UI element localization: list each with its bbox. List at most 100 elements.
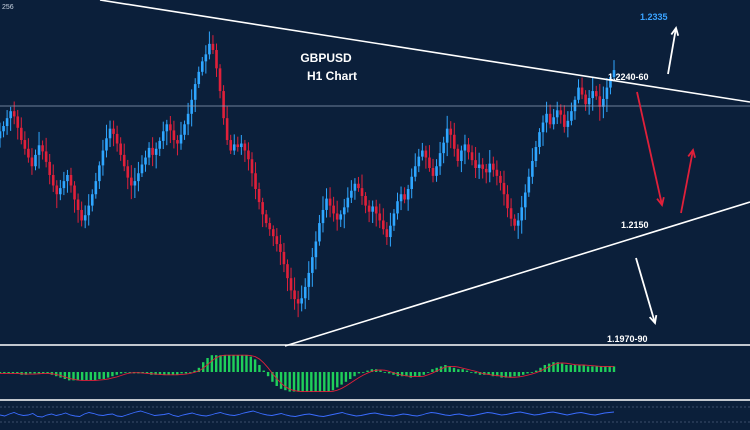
candle-body [48,161,51,175]
macd-bar [240,355,244,372]
candle-body [59,188,62,195]
macd-bar [530,372,534,373]
candle-body [254,173,257,189]
candle-body [321,209,325,224]
level-label: 1.2240-60 [608,72,649,82]
macd-bar [29,372,32,374]
macd-bar [582,365,585,372]
candle-body [169,124,172,131]
macd-bar [193,370,196,372]
candle-body [62,181,66,189]
candle-body [307,272,311,287]
candle-body [559,110,563,115]
macd-bar [202,362,205,372]
candle-body [112,128,115,134]
candle-body [463,144,467,151]
candle-body [76,199,80,210]
candle-body [9,111,12,119]
macd-bar [158,372,162,375]
candle-body [165,124,169,132]
macd-bar [197,367,201,372]
macd-bar [357,372,361,374]
macd-bar [288,372,291,392]
candle-body [563,114,566,127]
candle-body [94,181,98,195]
candle-body [360,188,364,196]
macd-bar [3,372,6,374]
candle-body [602,98,605,107]
candle-body [431,168,435,176]
candle-body [520,207,524,221]
macd-bar [184,372,188,374]
macd-bar [379,370,382,372]
macd-bar [176,372,179,375]
macd-bar [305,372,309,392]
candle-body [126,166,130,178]
macd-bar [89,372,93,381]
macd-bar [526,372,529,374]
macd-bar [106,372,110,378]
macd-bar [422,372,425,375]
macd-bar [457,369,460,372]
candle-body [80,209,83,221]
macd-bar [271,372,274,382]
candle-body [541,122,545,133]
macd-bar [474,372,477,374]
candle-body [577,87,580,100]
candle-body [495,169,499,176]
macd-bar [539,367,542,372]
candle-body [460,150,463,162]
macd-bar [504,372,508,378]
macd-bar [426,372,430,373]
arrow-down-white [635,257,656,324]
candle-body [548,113,552,125]
macd-bar [513,372,516,377]
candle-body [424,150,428,158]
macd-bar [7,372,10,374]
candle-body [144,157,147,165]
candle-body [587,98,591,105]
candle-body [83,215,87,221]
macd-bar [604,366,607,372]
macd-bar [521,372,525,375]
candle-body [243,143,247,151]
macd-bar [413,372,417,377]
arrow-up-target [667,27,677,75]
macd-bar [167,372,170,375]
macd-bar [163,372,166,375]
arrow-down-red-head [656,197,665,208]
arrow-up-red-head [687,147,696,158]
macd-bar [210,355,214,372]
candle-body [303,286,307,299]
macd-bar [327,372,330,392]
macd-bar [340,372,343,385]
macd-bar [314,372,317,392]
chart-timeframe: H1 Chart [307,69,357,83]
candle-body [66,175,69,182]
candle-body [222,91,225,119]
candle-body [492,163,495,170]
candle-body [176,140,179,144]
candle-body [335,213,339,220]
macd-bar [452,367,456,372]
candle-body [289,278,293,291]
macd-bar [491,372,495,377]
candle-body [296,299,300,304]
candle-body [378,213,382,221]
candle-body [282,251,286,265]
candle-body [570,111,573,121]
candle-body [87,205,91,216]
level-label: 1.1970-90 [607,334,648,344]
macd-bar [232,355,235,372]
candle-body [247,150,250,160]
candle-body [318,223,321,242]
macd-bar [180,372,183,374]
macd-bar [435,367,438,372]
candle-body [523,192,527,208]
candle-body [0,131,2,139]
macd-bar [323,372,326,392]
candle-body [2,126,5,132]
candle-body [598,96,602,107]
candle-body [172,130,176,141]
candle-body [499,175,502,183]
